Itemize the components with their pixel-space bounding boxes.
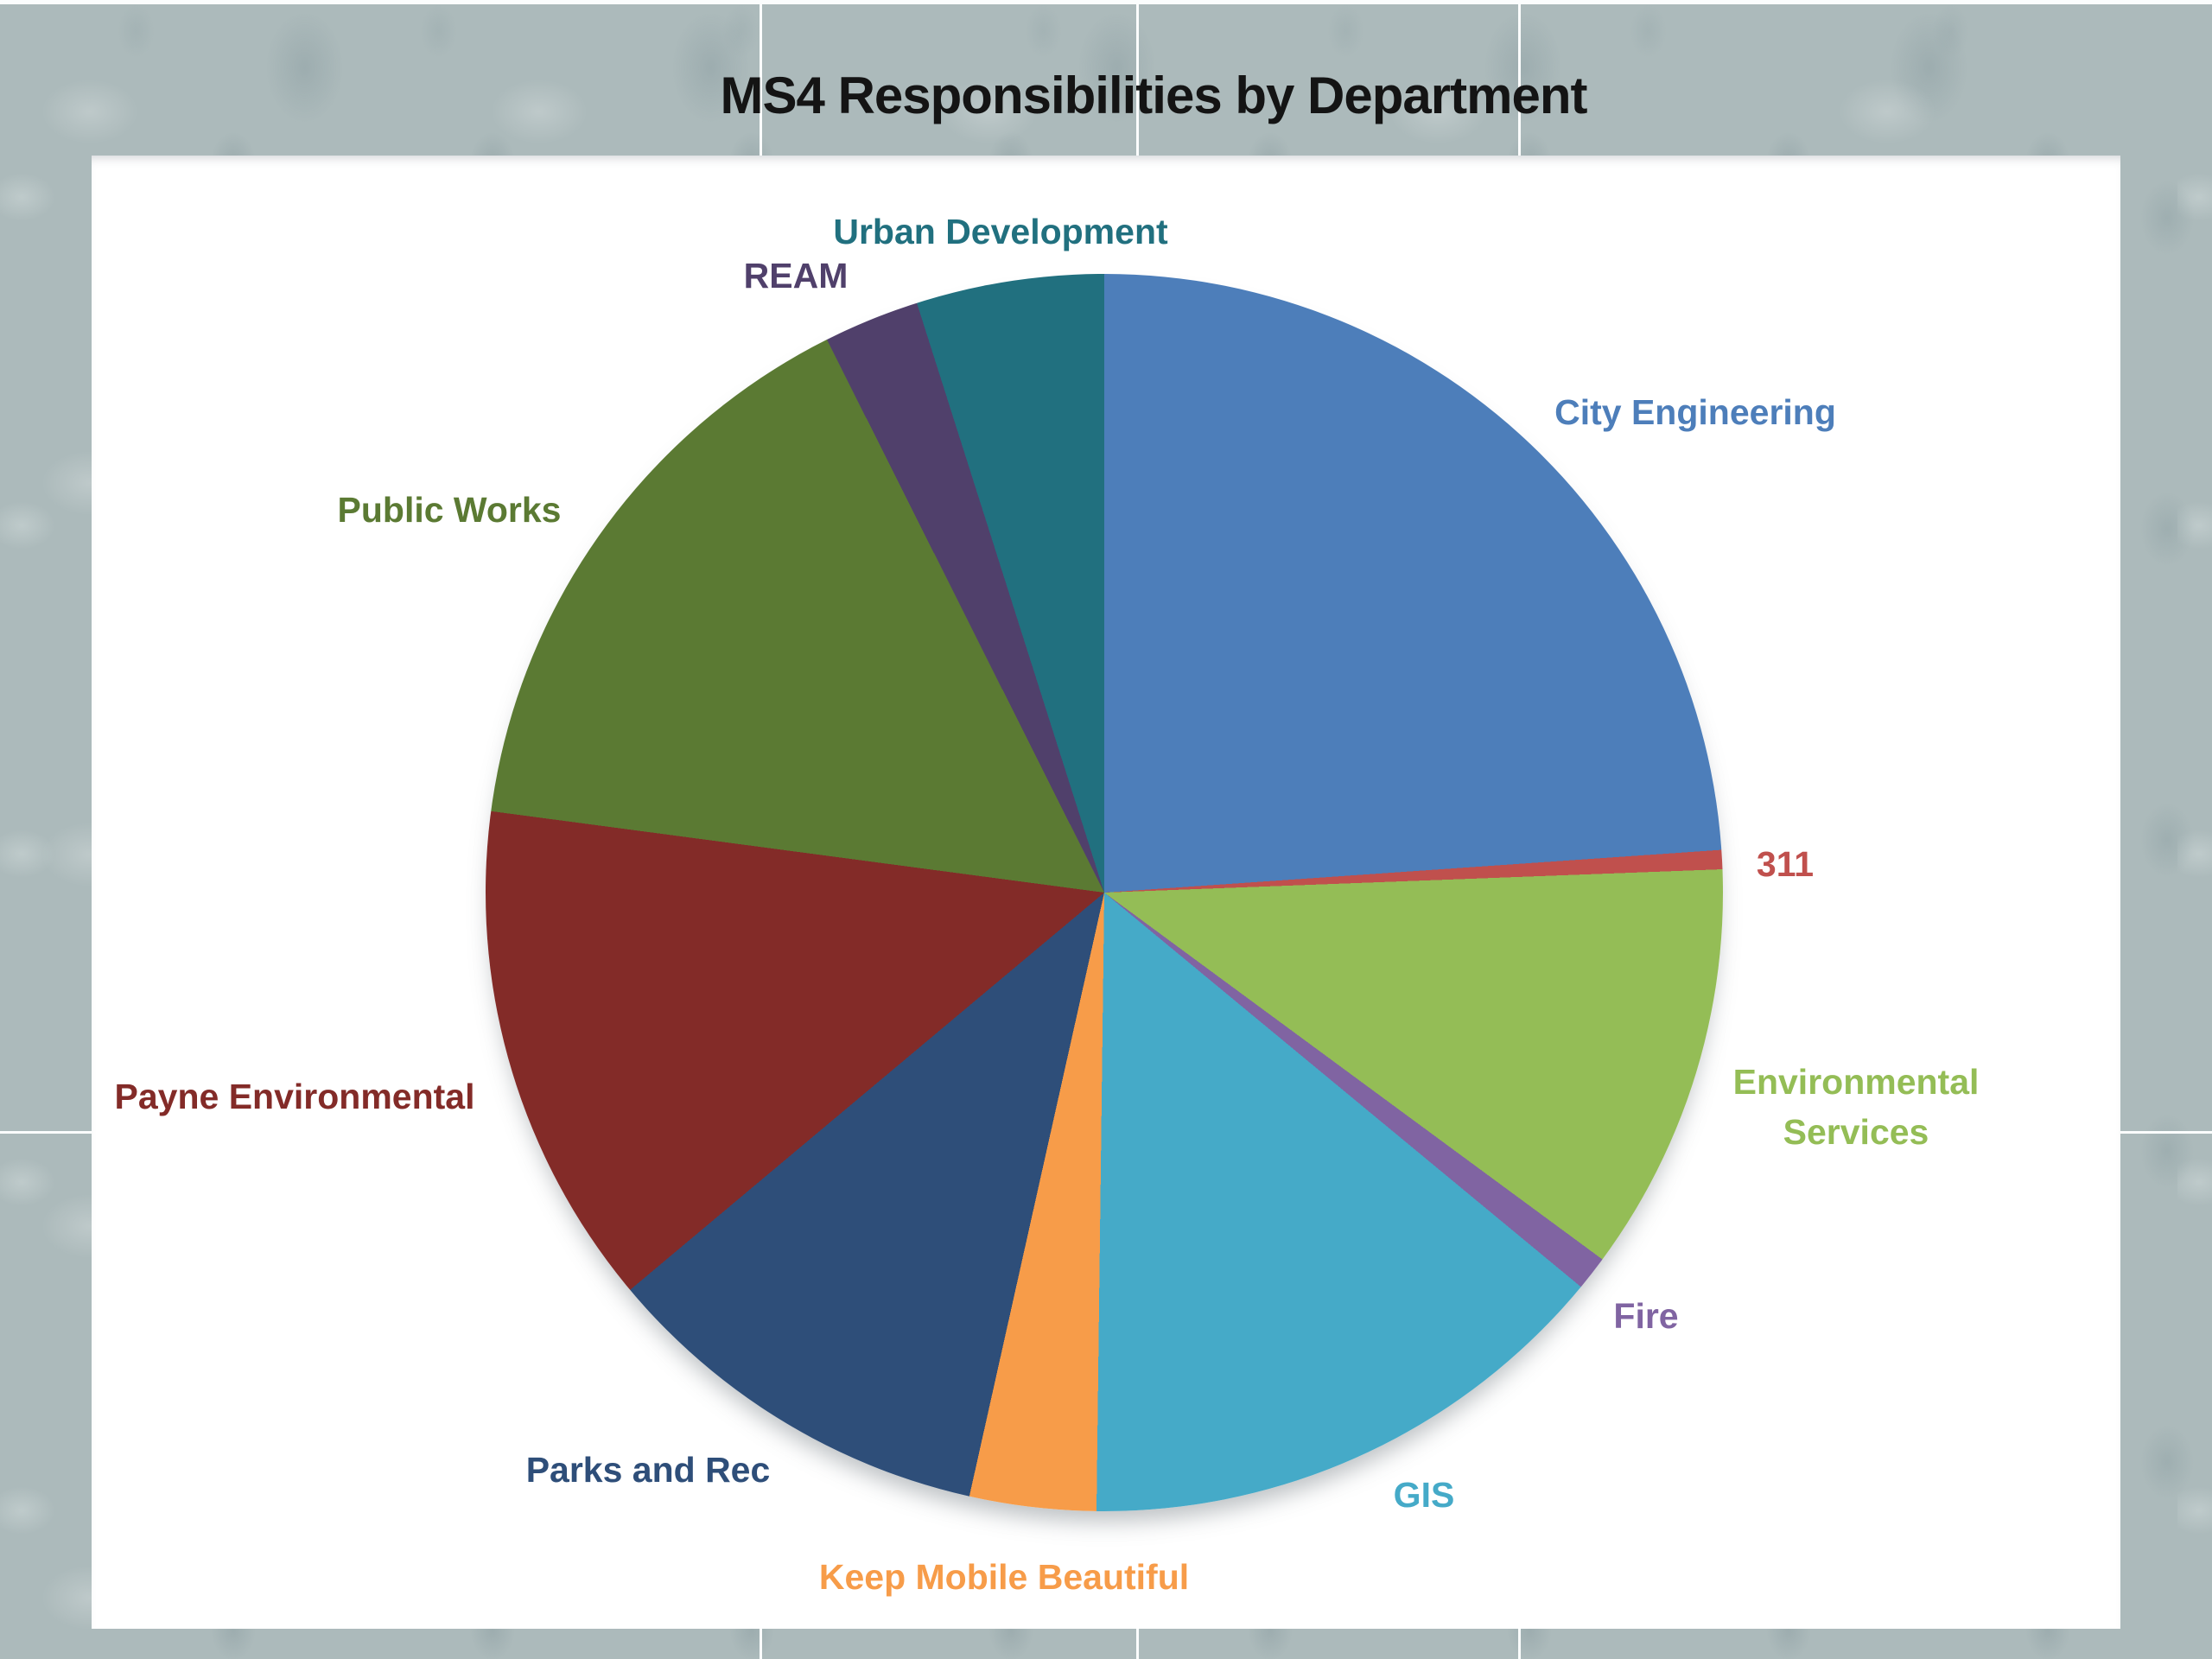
slice-label-environmental-services: Environmental Services	[1732, 1061, 1980, 1152]
slice-label-keep-mobile-beautiful: Keep Mobile Beautiful	[818, 1556, 1190, 1597]
slice-label-311: 311	[1756, 843, 1815, 884]
slice-label-ream: REAM	[743, 255, 849, 296]
pie-chart	[486, 274, 1723, 1511]
slice-label-public-works: Public Works	[337, 489, 562, 530]
background-tile-seam-top	[0, 0, 2212, 4]
slice-label-city-engineering: City Engineering	[1554, 391, 1836, 432]
slice-label-urban-development: Urban Development	[833, 211, 1168, 251]
chart-title: MS4 Responsibilities by Department	[720, 67, 1588, 124]
slice-label-fire: Fire	[1613, 1295, 1679, 1336]
slice-label-gis: GIS	[1393, 1474, 1455, 1515]
slice-label-payne-environmental: Payne Environmental	[114, 1076, 475, 1116]
slice-label-parks-and-rec: Parks and Rec	[525, 1449, 771, 1490]
